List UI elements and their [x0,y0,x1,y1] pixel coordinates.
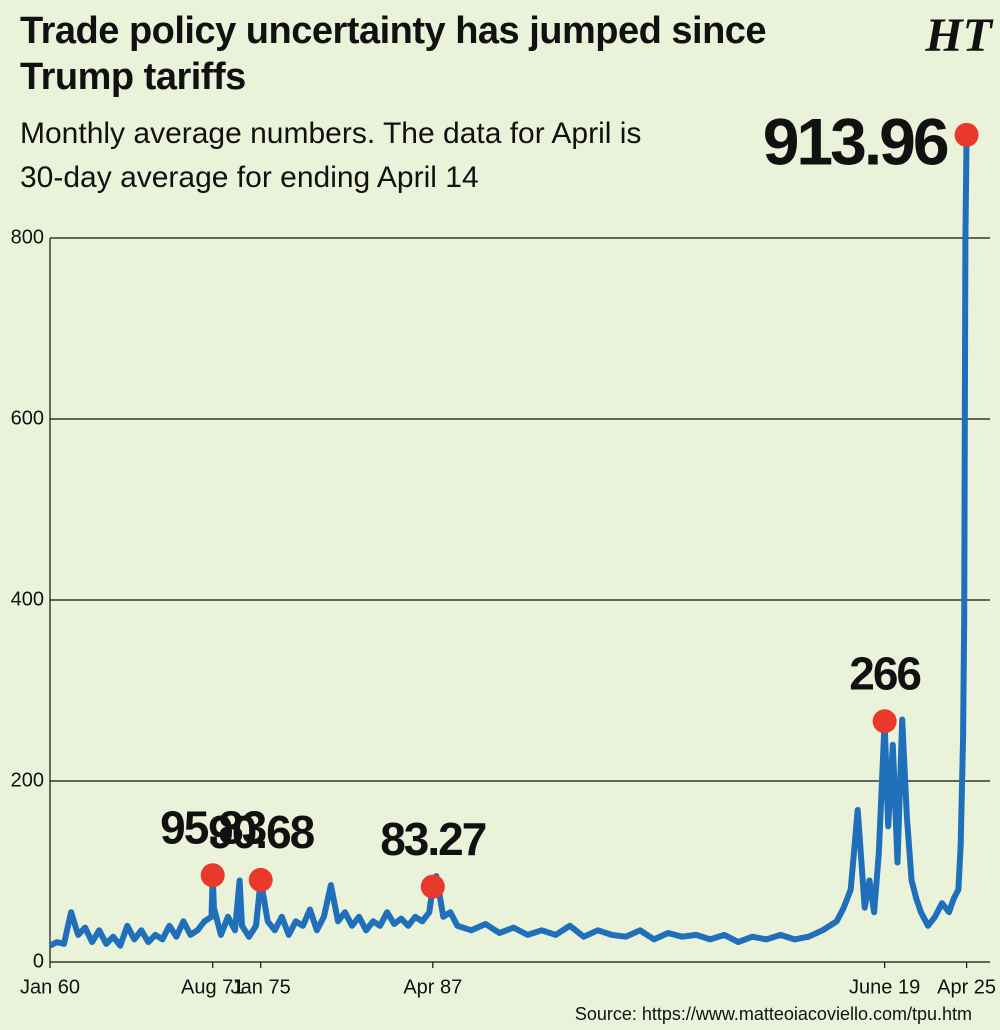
y-tick-label: 400 [11,588,44,610]
chart-subtitle: Monthly average numbers. The data for Ap… [20,117,642,194]
value-label: 90.68 [208,806,315,858]
highlight-dot [420,874,445,899]
x-tick-label: Jan 60 [20,976,80,998]
value-label: 95.83 [160,801,266,853]
value-label: 913.96 [763,104,948,178]
highlight-dot [200,863,225,888]
x-tick-label: June 19 [849,976,920,998]
highlight-dot [954,122,979,147]
value-label: 266 [849,647,920,699]
source: Source: https://www.matteoiacoviello.com… [574,1004,972,1024]
y-tick-label: 600 [11,407,44,429]
x-tick-label: Apr 87 [403,976,462,998]
highlight-dot [872,709,897,734]
x-tick-label: Jan 75 [231,976,291,998]
x-tick-label: Apr 25 [937,976,996,998]
highlight-dot [248,867,273,892]
x-tick-label: Aug 71 [181,976,244,998]
value-label: 83.27 [380,813,486,865]
y-tick-label: 0 [33,950,44,972]
logo: HT [925,9,992,62]
y-tick-label: 800 [11,226,44,248]
chart-title: Trade policy uncertainty has jumped sinc… [20,10,767,98]
y-tick-label: 200 [11,769,44,791]
